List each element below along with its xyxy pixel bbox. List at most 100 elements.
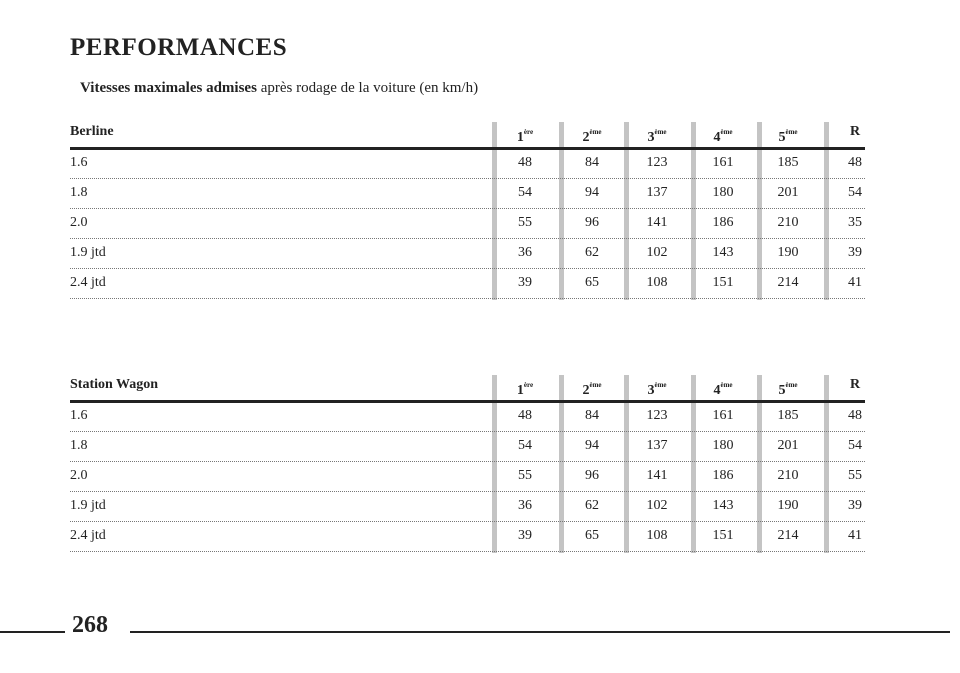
column-sup: ème [589, 381, 602, 389]
row-label: 2.4 jtd [70, 275, 106, 290]
table-header: Station Wagon [70, 377, 159, 392]
cell-value: 65 [585, 275, 599, 290]
cell-value: 186 [712, 215, 734, 230]
column-header: R [830, 122, 880, 142]
cell-value: 36 [518, 498, 532, 513]
row-label: 2.0 [70, 215, 88, 230]
column-sup: ème [720, 381, 733, 389]
cell-value: 151 [712, 275, 734, 290]
cell-value: 84 [585, 408, 599, 423]
cell-value: 190 [777, 498, 799, 513]
header-rule [70, 400, 865, 403]
cell-value: 201 [777, 438, 799, 453]
column-sup: ème [654, 381, 667, 389]
column-base: R [849, 124, 861, 139]
column-bar [559, 122, 564, 300]
column-bar [824, 122, 829, 300]
cell-value: 161 [712, 155, 734, 170]
row-rule [70, 491, 865, 492]
cell-value: 35 [848, 215, 862, 230]
cell-value: 102 [646, 498, 668, 513]
title: PERFORMANCES [70, 34, 288, 61]
cell-value: 39 [848, 498, 862, 513]
column-header: 4ème [698, 122, 748, 148]
column-header: 4ème [698, 375, 748, 401]
column-sup: ème [785, 128, 798, 136]
column-base: 5 [778, 130, 786, 145]
cell-value: 48 [518, 155, 532, 170]
row-label: 2.4 jtd [70, 528, 106, 543]
column-base: 5 [778, 383, 786, 398]
cell-value: 210 [777, 468, 799, 483]
row-rule [70, 268, 865, 269]
cell-value: 214 [777, 275, 799, 290]
row-label: 1.9 jtd [70, 498, 106, 513]
column-base: 4 [713, 130, 721, 145]
cell-value: 54 [518, 185, 532, 200]
row-label: 1.9 jtd [70, 245, 106, 260]
row-rule [70, 238, 865, 239]
row-rule [70, 521, 865, 522]
cell-value: 123 [646, 155, 668, 170]
cell-value: 151 [712, 528, 734, 543]
subtitle: Vitesses maximales admises après rodage … [80, 80, 478, 97]
subtitle-rest: après rodage de la voiture (en km/h) [260, 80, 479, 96]
row-rule [70, 431, 865, 432]
column-bar [691, 122, 696, 300]
row-label: 1.8 [70, 185, 88, 200]
cell-value: 201 [777, 185, 799, 200]
cell-value: 48 [518, 408, 532, 423]
cell-value: 55 [518, 215, 532, 230]
cell-value: 137 [646, 438, 668, 453]
cell-value: 186 [712, 468, 734, 483]
cell-value: 96 [585, 468, 599, 483]
cell-value: 185 [777, 408, 799, 423]
cell-value: 143 [712, 498, 734, 513]
column-bar [757, 375, 762, 553]
cell-value: 55 [518, 468, 532, 483]
page-number: 268 [72, 612, 108, 638]
cell-value: 141 [646, 468, 668, 483]
column-header: 1ère [500, 375, 550, 401]
cell-value: 161 [712, 408, 734, 423]
row-rule [70, 208, 865, 209]
column-header: 3ème [632, 122, 682, 148]
column-bar [492, 375, 497, 553]
column-base: 3 [647, 383, 655, 398]
cell-value: 65 [585, 528, 599, 543]
cell-value: 108 [646, 275, 668, 290]
column-sup: ère [523, 128, 534, 136]
cell-value: 190 [777, 245, 799, 260]
cell-value: 180 [712, 438, 734, 453]
cell-value: 36 [518, 245, 532, 260]
row-label: 1.8 [70, 438, 88, 453]
row-rule [70, 551, 865, 552]
cell-value: 123 [646, 408, 668, 423]
cell-value: 94 [585, 438, 599, 453]
column-header: 2ème [567, 122, 617, 148]
column-base: 3 [647, 130, 655, 145]
cell-value: 48 [848, 155, 862, 170]
column-bar [757, 122, 762, 300]
column-sup: ème [720, 128, 733, 136]
cell-value: 84 [585, 155, 599, 170]
footer-line [130, 631, 950, 633]
column-bar [624, 375, 629, 553]
cell-value: 55 [848, 468, 862, 483]
header-rule [70, 147, 865, 150]
column-bar [691, 375, 696, 553]
cell-value: 143 [712, 245, 734, 260]
cell-value: 62 [585, 245, 599, 260]
row-label: 2.0 [70, 468, 88, 483]
cell-value: 41 [848, 528, 862, 543]
cell-value: 214 [777, 528, 799, 543]
row-rule [70, 298, 865, 299]
cell-value: 141 [646, 215, 668, 230]
column-base: R [849, 377, 861, 392]
cell-value: 180 [712, 185, 734, 200]
cell-value: 39 [518, 275, 532, 290]
cell-value: 41 [848, 275, 862, 290]
cell-value: 96 [585, 215, 599, 230]
column-header: R [830, 375, 880, 395]
